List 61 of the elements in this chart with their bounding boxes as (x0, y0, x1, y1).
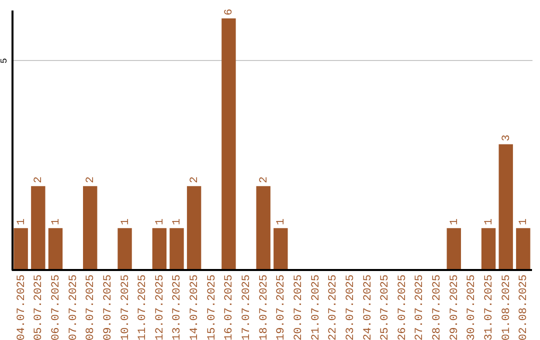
x-tick-label: 04.07.2025 (16, 274, 28, 340)
data-label: 2 (85, 176, 98, 184)
x-tick-label: 08.07.2025 (85, 274, 98, 340)
x-tick-label: 21.07.2025 (310, 274, 322, 340)
x-tick-label: 22.07.2025 (328, 274, 340, 340)
bar (256, 186, 270, 270)
x-tick-label: 10.07.2025 (120, 274, 132, 340)
x-tick-label: 14.07.2025 (189, 274, 202, 340)
x-tick-label: 18.07.2025 (258, 274, 270, 340)
bar (152, 228, 167, 270)
x-tick-label: 27.07.2025 (414, 274, 426, 340)
x-tick-label: 12.07.2025 (154, 274, 166, 340)
x-tick-label: 30.07.2025 (466, 274, 478, 340)
bar (170, 228, 184, 270)
data-label: 1 (50, 218, 62, 226)
data-label: 6 (224, 8, 236, 16)
bar (48, 228, 63, 270)
bar (31, 186, 46, 270)
x-tick-label: 06.07.2025 (50, 274, 62, 340)
x-tick-label: 29.07.2025 (448, 274, 461, 340)
x-tick-label: 20.07.2025 (292, 274, 305, 340)
data-label: 1 (276, 218, 288, 226)
bar (481, 228, 496, 270)
bar (118, 228, 132, 270)
data-label: 2 (189, 176, 202, 184)
data-label: 1 (154, 218, 166, 226)
data-label: 1 (172, 218, 184, 226)
x-tick-label: 16.07.2025 (224, 274, 236, 340)
x-tick-label: 01.08.2025 (500, 274, 513, 340)
x-tick-label: 23.07.2025 (344, 274, 357, 340)
x-tick-label: 13.07.2025 (172, 274, 184, 340)
x-tick-label: 11.07.2025 (137, 274, 150, 340)
x-tick-label: 24.07.2025 (362, 274, 374, 340)
bar (186, 186, 202, 270)
x-tick-label: 05.07.2025 (33, 274, 46, 340)
bar (222, 18, 236, 270)
data-label: 1 (484, 218, 496, 226)
x-tick-label: 07.07.2025 (68, 274, 80, 340)
data-label: 2 (33, 176, 46, 184)
x-tick-label: 17.07.2025 (241, 274, 254, 340)
x-tick-label: 09.07.2025 (102, 274, 114, 340)
bar (498, 144, 513, 270)
x-tick-label: 28.07.2025 (432, 274, 444, 340)
x-tick-label: 31.07.2025 (484, 274, 496, 340)
x-tick-label: 02.08.2025 (518, 274, 530, 340)
x-tick-label: 25.07.2025 (380, 274, 392, 340)
data-label: 1 (518, 218, 530, 226)
data-label: 1 (16, 218, 28, 226)
data-label: 2 (258, 176, 270, 184)
data-label: 1 (448, 218, 461, 226)
bar (446, 228, 461, 270)
bar (14, 228, 28, 270)
x-tick-label: 26.07.2025 (396, 274, 409, 340)
data-label: 3 (500, 134, 513, 142)
y-tick-label: 5 (0, 58, 10, 64)
x-tick-label: 19.07.2025 (276, 274, 288, 340)
x-tick-label: 15.07.2025 (206, 274, 218, 340)
bar (274, 228, 288, 270)
data-label: 1 (120, 218, 132, 226)
bar (83, 186, 98, 270)
bar (516, 228, 530, 270)
